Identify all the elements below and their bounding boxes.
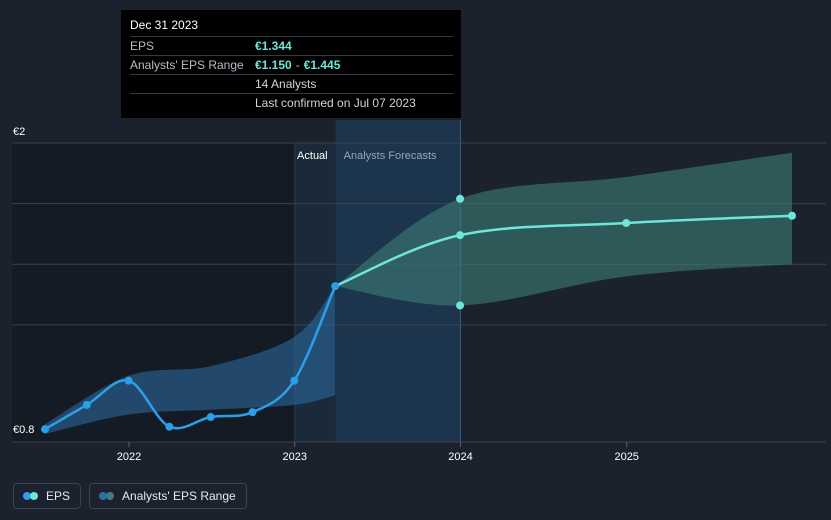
tooltip-row-range: Analysts' EPS Range €1.150 - €1.445 (130, 55, 453, 74)
eps-point (290, 376, 299, 385)
tooltip-row-confirmed: Last confirmed on Jul 07 2023 (130, 93, 453, 112)
x-tick-label: 2025 (614, 451, 638, 463)
tooltip-row-analysts: 14 Analysts (130, 74, 453, 93)
x-tick-label: 2024 (448, 451, 472, 463)
eps-point (82, 400, 91, 409)
x-tick-label: 2023 (283, 451, 307, 463)
range-areas (45, 152, 792, 434)
legend-item-eps-range[interactable]: Analysts' EPS Range (89, 483, 247, 509)
legend-eps-label: EPS (46, 489, 71, 503)
forecast-eps-range (335, 152, 792, 306)
legend: EPS Analysts' EPS Range (13, 483, 247, 509)
eps-forecast-point (788, 211, 796, 220)
legend-range-swatch-icon (99, 491, 116, 501)
range-marker-point (456, 194, 465, 203)
tooltip-range-high: €1.445 (303, 58, 341, 72)
tooltip-confirmed: Last confirmed on Jul 07 2023 (255, 96, 416, 110)
tooltip: Dec 31 2023 EPS €1.344 Analysts' EPS Ran… (121, 10, 461, 118)
eps-point (124, 376, 133, 385)
range-marker-point (456, 301, 465, 310)
eps-point (331, 282, 340, 291)
series-points (41, 194, 796, 434)
eps-point (165, 422, 174, 431)
tooltip-eps-value: €1.344 (255, 39, 292, 53)
historical-eps-range (45, 286, 336, 434)
tooltip-range-separator: - (295, 58, 300, 72)
region-label-forecast: Analysts Forecasts (344, 150, 437, 162)
legend-item-eps[interactable]: EPS (13, 483, 82, 509)
tooltip-analysts: 14 Analysts (255, 77, 317, 91)
tooltip-range-low: €1.150 (255, 58, 292, 72)
tooltip-date: Dec 31 2023 (130, 18, 199, 32)
eps-forecast-point (622, 219, 631, 228)
tooltip-range-label: Analysts' EPS Range (130, 58, 244, 72)
legend-range-label: Analysts' EPS Range (122, 489, 236, 503)
eps-point (206, 413, 215, 422)
y-tick-label: €2 (13, 126, 25, 138)
eps-forecast-line (334, 214, 793, 288)
chart-labels: Actual Analysts Forecasts €2 €0.8 2022 2023… (13, 126, 639, 463)
tooltip-row-eps: EPS €1.344 (130, 36, 453, 55)
eps-forecast-point (456, 231, 465, 240)
eps-chart: Actual Analysts Forecasts €2 €0.8 2022 2023… (12, 120, 826, 463)
eps-point (248, 408, 257, 417)
region-label-actual: Actual (297, 150, 328, 162)
tooltip-eps-label: EPS (130, 39, 155, 53)
y-tick-label: €0.8 (13, 424, 34, 436)
eps-point (41, 425, 49, 434)
legend-eps-swatch-icon (23, 491, 40, 501)
x-tick-label: 2022 (117, 451, 141, 463)
